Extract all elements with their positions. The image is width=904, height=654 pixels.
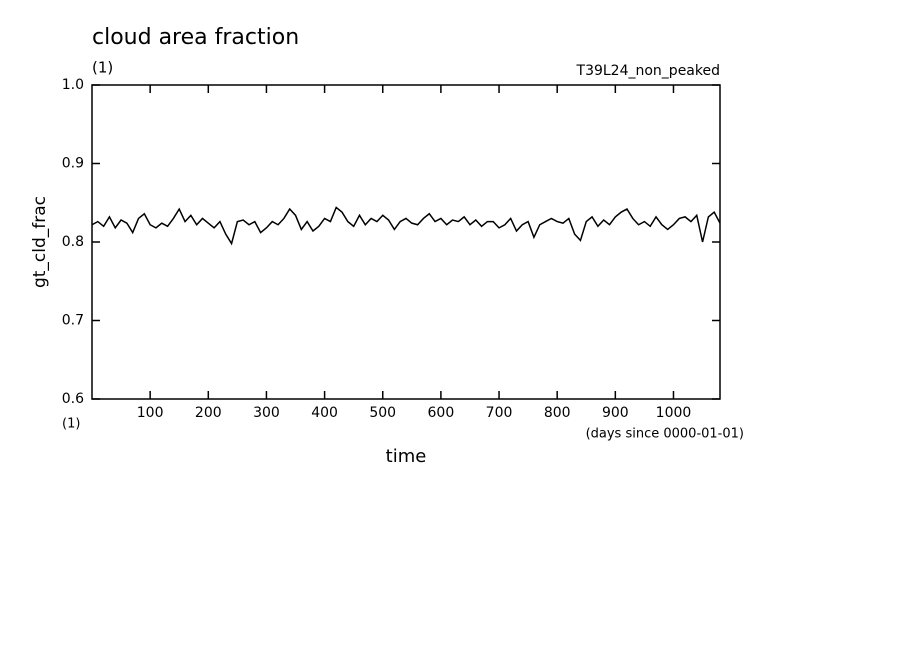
x-tick-label: 1000 [656,405,692,421]
y-tick-label: 0.6 [62,391,84,407]
data-line [91,206,721,246]
x-tick-label: 300 [253,405,280,421]
x-units: (days since 0000-01-01) [586,427,744,442]
x-unit-label: (1) [62,417,80,432]
experiment-label: T39L24_non_peaked [576,63,720,79]
x-tick-label: 500 [369,405,396,421]
y-tick-label: 0.9 [62,156,84,172]
y-axis-label: gt_cld_frac [30,196,50,288]
x-tick-label: 100 [137,405,164,421]
x-tick-label: 900 [602,405,629,421]
x-tick-label: 800 [544,405,571,421]
y-tick-label: 0.7 [62,313,84,329]
chart-title: cloud area fraction [92,25,299,50]
x-tick-label: 600 [428,405,455,421]
x-tick-label: 700 [486,405,513,421]
x-axis-label: time [386,446,427,467]
unit-label: (1) [92,59,113,77]
y-tick-label: 1.0 [62,77,84,93]
plot-frame [91,84,721,400]
x-tick-label: 400 [311,405,338,421]
x-tick-label: 200 [195,405,222,421]
y-tick-label: 0.8 [62,234,84,250]
